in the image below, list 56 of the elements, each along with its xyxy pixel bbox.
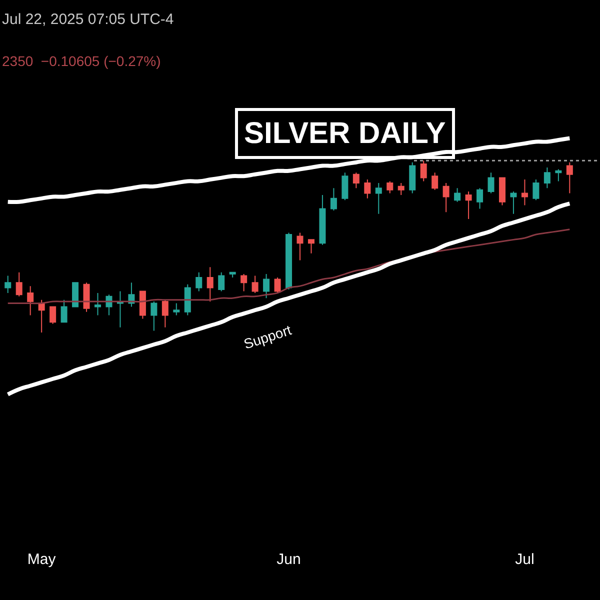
candlestick bbox=[308, 239, 314, 254]
candlestick bbox=[150, 301, 158, 332]
candlestick bbox=[263, 274, 270, 299]
candlestick bbox=[566, 162, 573, 194]
chart-title: SILVER DAILY bbox=[244, 117, 446, 150]
candlestick bbox=[409, 162, 416, 194]
candlestick bbox=[544, 167, 550, 189]
candlestick bbox=[420, 160, 427, 182]
candlestick bbox=[240, 274, 248, 292]
candlestick bbox=[375, 182, 382, 214]
candlestick bbox=[4, 275, 12, 294]
text: Jul 22, 2025 07:05 UTC-4 bbox=[2, 11, 174, 28]
candlestick bbox=[116, 290, 124, 328]
candlestick bbox=[296, 232, 304, 261]
candlestick bbox=[27, 286, 34, 316]
x-tick-label: Jun bbox=[276, 551, 301, 568]
candlestick bbox=[162, 299, 168, 328]
candlestick bbox=[555, 168, 562, 182]
candlestick bbox=[206, 266, 214, 302]
x-tick-label: May bbox=[27, 551, 56, 568]
candlestick bbox=[476, 188, 484, 210]
candlestick bbox=[364, 179, 371, 199]
candlestick bbox=[94, 292, 102, 316]
text: 2350 −0.10605 (−0.27%) bbox=[2, 53, 161, 69]
candlestick bbox=[532, 179, 540, 201]
candlestick bbox=[488, 172, 494, 194]
x-tick-label: Jul bbox=[515, 551, 534, 568]
candlestick bbox=[398, 182, 404, 196]
candlestick bbox=[386, 180, 394, 194]
candlestick bbox=[498, 177, 506, 206]
candlestick bbox=[218, 272, 225, 292]
candlestick bbox=[72, 282, 79, 308]
candlestick bbox=[229, 272, 236, 278]
candlestick bbox=[16, 272, 22, 297]
candlestick bbox=[139, 290, 146, 320]
annotation: Support bbox=[242, 322, 294, 352]
candlestick bbox=[465, 191, 472, 220]
candlestick bbox=[442, 182, 450, 213]
candlestick bbox=[319, 194, 326, 246]
candlestick bbox=[184, 284, 191, 316]
candlestick bbox=[83, 282, 90, 312]
candlestick bbox=[342, 172, 348, 201]
candlestick bbox=[454, 188, 461, 202]
candlestick bbox=[352, 172, 360, 189]
candlestick bbox=[196, 272, 202, 292]
candlestick bbox=[286, 232, 292, 290]
candlestick bbox=[252, 275, 258, 294]
candlestick bbox=[510, 191, 517, 214]
candlestick bbox=[50, 306, 56, 324]
candlestick bbox=[274, 276, 281, 294]
candlestick bbox=[521, 179, 528, 206]
candlestick bbox=[60, 299, 68, 323]
candlestick bbox=[432, 172, 438, 190]
candlestick bbox=[330, 188, 337, 211]
candlestick bbox=[38, 299, 45, 333]
candlestick bbox=[173, 302, 180, 316]
